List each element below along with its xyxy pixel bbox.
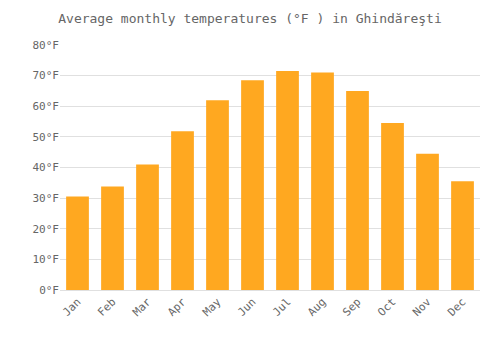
svg-text:Jun: Jun [235, 296, 258, 319]
svg-text:60°F: 60°F [33, 100, 60, 113]
svg-text:50°F: 50°F [33, 131, 60, 144]
svg-text:Aug: Aug [305, 296, 328, 319]
svg-text:10°F: 10°F [33, 253, 60, 266]
svg-text:70°F: 70°F [33, 69, 60, 82]
svg-text:20°F: 20°F [33, 223, 60, 236]
svg-text:Jul: Jul [270, 296, 293, 319]
svg-text:80°F: 80°F [33, 39, 60, 52]
svg-text:30°F: 30°F [33, 192, 60, 205]
svg-text:0°F: 0°F [39, 284, 59, 297]
svg-text:Feb: Feb [95, 296, 118, 319]
svg-text:May: May [200, 295, 224, 319]
svg-text:Oct: Oct [375, 296, 398, 319]
svg-text:Average monthly temperatures (: Average monthly temperatures (°F ) in Gh… [58, 11, 442, 26]
svg-text:Nov: Nov [410, 295, 434, 319]
svg-text:Mar: Mar [130, 295, 154, 319]
svg-text:Jan: Jan [60, 296, 83, 319]
svg-text:Apr: Apr [165, 295, 189, 319]
svg-text:Sep: Sep [340, 296, 363, 319]
svg-text:40°F: 40°F [33, 161, 60, 174]
svg-text:Dec: Dec [445, 296, 468, 319]
